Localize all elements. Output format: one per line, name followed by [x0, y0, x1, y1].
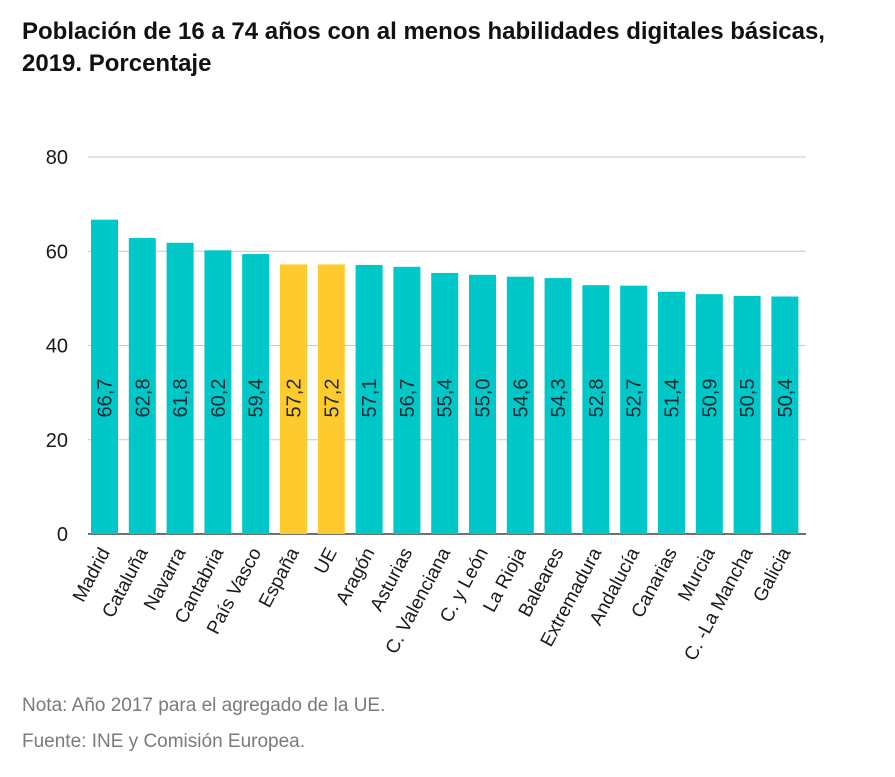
bar-andalucia: [620, 285, 648, 534]
bar-aragon: [355, 264, 383, 534]
bar-galicia: [771, 296, 799, 534]
y-tick-label-80: 80: [46, 147, 68, 169]
value-label-la-rioja: 54,6: [510, 379, 532, 418]
value-label-navarra: 61,8: [170, 379, 192, 418]
value-label-cataluna: 62,8: [132, 379, 154, 418]
bar-ue: [317, 264, 345, 534]
chart-title: Población de 16 a 74 años con al menos h…: [22, 18, 825, 77]
category-label-ue: UE: [311, 544, 342, 577]
value-label-extremadura: 52,8: [586, 379, 608, 418]
value-label-galicia: 50,4: [775, 379, 797, 418]
bar-c-valenciana: [431, 272, 459, 534]
value-label-espana: 57,2: [284, 379, 306, 418]
y-tick-label-40: 40: [46, 336, 68, 358]
value-label-asturias: 56,7: [397, 379, 419, 418]
bar-espana: [280, 264, 307, 534]
source-text: Fuente: INE y Comisión Europea.: [22, 731, 306, 752]
value-label-aragon: 57,1: [359, 379, 381, 418]
value-label-cantabria: 60,2: [208, 379, 230, 418]
bar-cataluna: [128, 238, 156, 534]
bar-chart: 0 20 40 60 80 66,7 62,8 61,8 60,2 59,4 57,2 57,2 57…: [46, 147, 806, 664]
value-labels: 66,7 62,8 61,8 60,2 59,4 57,2 57,2 57,1 56,7 55,4…: [95, 379, 797, 418]
value-label-canarias: 51,4: [662, 379, 684, 418]
bar-la-rioja: [506, 276, 534, 534]
y-axis-ticks: 0 20 40 60 80: [46, 147, 68, 546]
value-label-madrid: 66,7: [95, 379, 117, 418]
value-label-baleares: 54,3: [548, 379, 570, 418]
bar-murcia: [695, 294, 723, 534]
bar-cantabria: [204, 250, 232, 534]
bar-c-y-leon: [469, 274, 496, 534]
value-label-c-y-leon: 55,0: [473, 379, 495, 418]
bar-canarias: [658, 291, 685, 534]
bar-c-la-mancha: [733, 296, 761, 534]
value-label-c-valenciana: 55,4: [435, 379, 457, 418]
value-label-andalucia: 52,7: [624, 379, 646, 418]
value-label-murcia: 50,9: [699, 379, 721, 418]
value-label-c-la-mancha: 50,5: [737, 379, 759, 418]
bar-baleares: [544, 278, 572, 534]
y-tick-label-60: 60: [46, 241, 68, 263]
bar-pais-vasco: [242, 254, 270, 534]
value-label-pais-vasco: 59,4: [246, 379, 268, 418]
bar-asturias: [393, 266, 421, 534]
value-label-ue: 57,2: [321, 379, 343, 418]
y-tick-label-0: 0: [57, 524, 68, 546]
bar-madrid: [91, 219, 118, 534]
bar-extremadura: [582, 285, 610, 534]
bar-navarra: [166, 242, 194, 534]
category-label-galicia: Galicia: [750, 544, 796, 606]
y-tick-label-20: 20: [46, 430, 68, 452]
note-text: Nota: Año 2017 para el agregado de la UE…: [22, 695, 386, 716]
bars: [91, 219, 799, 534]
